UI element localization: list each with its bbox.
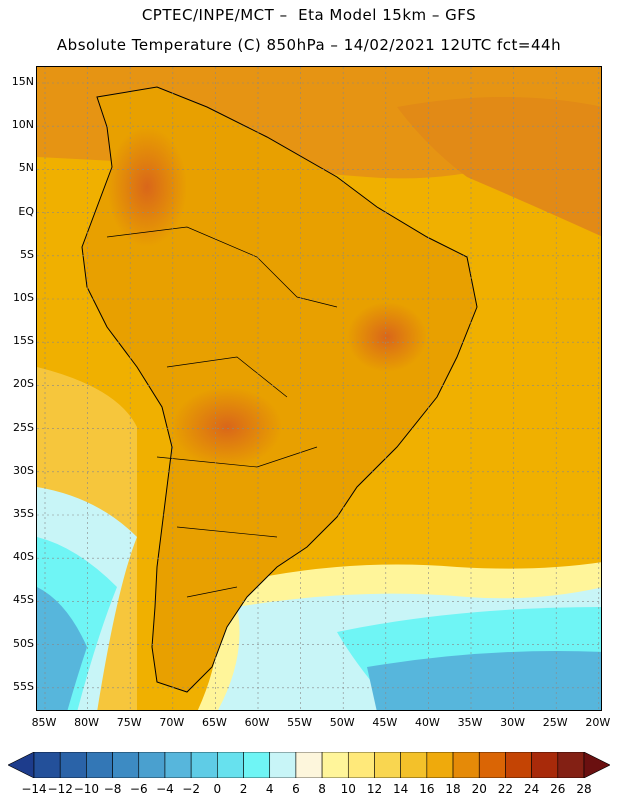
- colorbar-segment: [347, 752, 375, 778]
- colorbar-tick-label: −8: [103, 782, 122, 796]
- cold-band-pacific-3: [37, 587, 87, 710]
- colorbar-tick-label: 28: [576, 782, 592, 796]
- colorbar-segment: [33, 752, 61, 778]
- lon-tick-label: 50W: [329, 716, 355, 729]
- lon-tick-label: 60W: [244, 716, 270, 729]
- colorbar-segment: [452, 752, 480, 778]
- colorbar-tick-label: 8: [318, 782, 326, 796]
- country-borders: [106, 226, 338, 598]
- lat-tick-label: 15N: [11, 75, 34, 88]
- colorbar-tick-label: −12: [47, 782, 73, 796]
- lat-tick-label: 5S: [20, 247, 34, 261]
- lon-tick-label: 75W: [116, 716, 142, 729]
- colorbar-tick-label: 4: [265, 782, 274, 796]
- lon-tick-label: 45W: [372, 716, 398, 729]
- warm-core-north: [107, 127, 187, 247]
- colorbar-tick-label: −6: [129, 782, 148, 796]
- map-title-line-1: CPTEC/INPE/MCT – Eta Model 15km – GFS: [141, 6, 477, 24]
- lat-tick-label: 40S: [13, 550, 34, 564]
- colorbar-segment: [400, 752, 428, 778]
- colorbar-segment: [374, 752, 401, 778]
- lon-tick-label: 70W: [159, 716, 185, 729]
- lat-tick-label: 10S: [13, 291, 34, 304]
- lon-tick-label: 25W: [542, 716, 568, 729]
- lat-tick-label: 15S: [13, 334, 34, 348]
- colorbar-segment: [243, 752, 271, 778]
- map-title-line-2: Absolute Temperature (C) 850hPa – 14/02/…: [56, 36, 562, 54]
- colorbar-tick-label: −10: [73, 782, 100, 796]
- colorbar-segment: [295, 752, 323, 778]
- colorbar-tick-label: 16: [419, 782, 435, 796]
- colorbar-segment: [321, 752, 349, 778]
- lat-tick-label: 55S: [13, 679, 34, 693]
- map-panel: [36, 66, 602, 711]
- lat-tick-label: 20S: [13, 377, 34, 391]
- lon-tick-label: 80W: [74, 716, 100, 729]
- colorbar-tick-label: 0: [213, 782, 222, 796]
- lon-tick-label: 35W: [457, 716, 483, 729]
- lon-tick-label: 85W: [31, 716, 57, 729]
- warm-core-east: [347, 302, 427, 372]
- colorbar-segment: [557, 752, 585, 778]
- colorbar-segment: [478, 752, 506, 778]
- colorbar-segment: [426, 752, 454, 778]
- colorbar-tick-label: 10: [340, 782, 356, 796]
- temperature-map: [37, 67, 601, 710]
- lon-tick-label: 65W: [201, 716, 227, 729]
- colorbar-tick-label: 6: [292, 782, 300, 796]
- lat-tick-label: 5N: [18, 161, 34, 175]
- lat-tick-label: EQ: [18, 204, 34, 218]
- warm-core-chaco: [172, 387, 282, 467]
- lon-tick-label: 55W: [287, 716, 313, 729]
- colorbar-tick-label: −2: [182, 782, 200, 796]
- colorbar-segment: [531, 752, 559, 778]
- cold-band-atlantic-deep: [367, 651, 601, 710]
- colorbar-segment: [269, 752, 297, 778]
- south-america-landmass: [81, 86, 478, 693]
- colorbar-segment: [164, 752, 192, 778]
- colorbar-tick-label: 22: [497, 782, 514, 796]
- colorbar-tick-label: 2: [239, 782, 248, 796]
- lon-tick-label: 40W: [414, 716, 440, 729]
- colorbar-segment: [86, 752, 113, 778]
- lat-tick-label: 25S: [13, 420, 34, 434]
- colorbar-tick-label: −14: [21, 782, 47, 796]
- warm-band-atlantic: [397, 97, 601, 237]
- colorbar-segment: [505, 752, 532, 778]
- colorbar-arrow-low: [8, 752, 35, 778]
- lat-tick-label: 35S: [13, 507, 34, 520]
- lat-tick-label: 45S: [13, 593, 34, 607]
- colorbar-tick-label: −4: [156, 782, 174, 796]
- lat-tick-label: 30S: [13, 463, 34, 477]
- colorbar-tick-label: 12: [366, 782, 383, 796]
- lon-tick-label: 20W: [585, 716, 611, 729]
- colorbar-tick-label: 14: [393, 782, 409, 796]
- colorbar-tick-label: 26: [550, 782, 566, 796]
- colorbar-segment: [190, 752, 218, 778]
- lat-tick-label: 50S: [13, 636, 34, 650]
- colorbar-segment: [217, 752, 244, 778]
- lat-tick-label: 10N: [11, 118, 34, 132]
- lat-lon-grid: [37, 67, 601, 710]
- colorbar-tick-label: 20: [471, 782, 487, 796]
- colorbar-tick-label: 24: [523, 782, 540, 796]
- lon-tick-label: 30W: [500, 716, 526, 729]
- colorbar-segment: [138, 752, 166, 778]
- temperature-colorbar: [8, 752, 610, 778]
- colorbar-tick-label: 18: [445, 782, 461, 796]
- colorbar-segment: [112, 752, 140, 778]
- colorbar-arrow-high: [583, 752, 610, 778]
- colorbar-segment: [59, 752, 87, 778]
